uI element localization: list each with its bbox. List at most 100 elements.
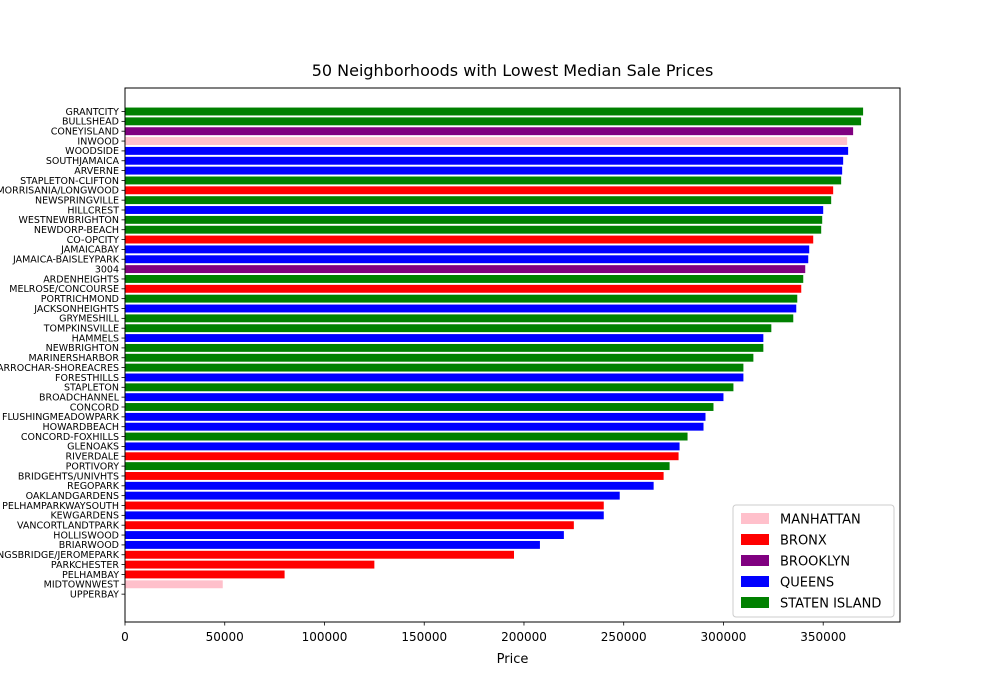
bar xyxy=(125,186,834,195)
legend-swatch xyxy=(741,597,769,608)
legend-frame xyxy=(732,504,895,618)
bar xyxy=(125,284,802,293)
y-tick-label: MIDTOWNWEST xyxy=(44,580,120,591)
y-tick-label: OAKLANDGARDENS xyxy=(26,491,119,502)
bar xyxy=(125,560,375,569)
bar xyxy=(125,146,849,155)
bars-layer xyxy=(125,107,864,589)
y-tick-label: HAMMELS xyxy=(72,333,119,344)
bar xyxy=(125,472,664,480)
x-tick-label: 0 xyxy=(121,630,129,644)
bar xyxy=(125,166,843,175)
x-axis-label: Price xyxy=(497,652,529,667)
legend-swatch xyxy=(741,513,769,524)
bar xyxy=(125,245,810,254)
y-tick-label: FLUSHINGMEADOWPARK xyxy=(2,412,120,423)
plot-area-frame xyxy=(124,87,901,623)
y-axis-ticks: GRANTCITYBULLSHEADCONEYISLANDINWOODWOODS… xyxy=(0,107,125,600)
bar xyxy=(125,235,814,244)
y-tick-label: KEWGARDENS xyxy=(50,511,119,522)
y-tick-label: VANCORTLANDTPARK xyxy=(17,521,120,532)
y-tick-label: PORTIVORY xyxy=(66,461,120,472)
y-tick-label: ARDENHEIGHTS xyxy=(43,274,119,285)
legend-label: MANHATTAN xyxy=(780,513,861,528)
bar xyxy=(125,580,223,589)
bar xyxy=(125,294,798,303)
y-tick-label: STAPLETON-CLIFTON xyxy=(20,176,119,187)
bar xyxy=(125,117,862,126)
y-tick-label: HILLCREST xyxy=(67,205,119,216)
bar xyxy=(125,462,670,471)
bar xyxy=(125,383,734,392)
y-tick-label: INWOOD xyxy=(77,136,119,147)
bar xyxy=(125,353,754,362)
y-tick-label: NEWSPRINGVILLE xyxy=(35,195,119,206)
x-tick-label: 300000 xyxy=(701,630,747,644)
legend-swatch xyxy=(741,534,769,545)
y-tick-label: FORESTHILLS xyxy=(55,373,119,384)
bar xyxy=(125,215,823,224)
bar xyxy=(125,206,824,214)
y-tick-label: MORRISANIA/LONGWOOD xyxy=(0,186,119,197)
legend-label: QUEENS xyxy=(780,576,834,591)
bar xyxy=(125,570,285,579)
y-tick-label: STAPLETON xyxy=(64,383,119,394)
bar xyxy=(125,225,822,234)
bar xyxy=(125,363,744,372)
bar xyxy=(125,334,764,342)
y-tick-label: HOLLISWOOD xyxy=(53,530,119,541)
y-tick-label: MARINERSHARBOR xyxy=(28,353,119,364)
bar xyxy=(125,196,832,205)
bar xyxy=(125,540,540,549)
x-axis-ticks: 0 50000 100000 150000 200000 250000 300000 3500… xyxy=(121,622,846,644)
y-tick-label: SOUTHJAMAICA xyxy=(46,156,120,167)
legend-label: BROOKLYN xyxy=(780,555,850,570)
y-tick-label: CONCORD xyxy=(70,402,119,413)
y-tick-label: REGOPARK xyxy=(67,481,120,492)
y-tick-label: PELHAMBAY xyxy=(62,570,119,581)
y-tick-label: PELHAMPARKWAYSOUTH xyxy=(2,501,119,512)
bar xyxy=(125,107,864,116)
bar xyxy=(125,403,714,411)
y-tick-label: BRIARWOOD xyxy=(59,540,119,551)
x-tick-label: 250000 xyxy=(601,630,647,644)
y-tick-label: NEWBRIGHTON xyxy=(46,343,119,354)
y-tick-label: JAMAICA-BAISLEYPARK xyxy=(12,255,120,266)
bar xyxy=(125,393,724,402)
y-tick-label: BRIDGEHTS/UNIVHTS xyxy=(18,471,119,482)
bar xyxy=(125,501,604,510)
legend-swatch xyxy=(741,576,769,587)
bar xyxy=(125,127,854,136)
legend-label: STATEN ISLAND xyxy=(780,597,881,612)
y-tick-label: ROSSVILLE-RICHMOND VALLEY/HUGUENOT/ANNAD… xyxy=(0,363,119,374)
bar xyxy=(125,491,620,500)
y-tick-label: JACKSONHEIGHTS xyxy=(33,304,119,315)
x-tick-label: 200000 xyxy=(501,630,547,644)
y-tick-label: 3004 xyxy=(95,264,119,275)
chart-title: 50 Neighborhoods with Lowest Median Sale… xyxy=(312,61,714,80)
bar xyxy=(125,481,654,490)
y-tick-label: CO-OPCITY xyxy=(67,235,120,246)
bar xyxy=(125,255,809,264)
y-tick-label: UPPERBAY xyxy=(70,589,119,600)
y-tick-label: ARVERNE xyxy=(74,166,119,177)
x-tick-label: 100000 xyxy=(302,630,348,644)
y-tick-label: WOODSIDE xyxy=(65,146,119,157)
bar xyxy=(125,275,804,283)
bar xyxy=(125,521,574,530)
y-tick-label: BROADCHANNEL xyxy=(39,392,120,403)
y-tick-label: GLENOAKS xyxy=(67,442,119,453)
bar xyxy=(125,432,688,441)
legend-swatch xyxy=(741,555,769,566)
bar xyxy=(125,176,842,185)
y-tick-label: KINGSBRIDGE/JEROMEPARK xyxy=(0,550,120,561)
y-tick-label: RIVERDALE xyxy=(66,452,119,463)
bar xyxy=(125,511,604,520)
bar xyxy=(125,265,806,274)
bar xyxy=(125,343,764,352)
y-tick-label: CONEYISLAND xyxy=(51,127,119,138)
bar xyxy=(125,412,706,421)
y-tick-label: WESTNEWBRIGHTON xyxy=(18,215,119,226)
y-tick-label: NEWDORP-BEACH xyxy=(34,225,119,236)
bar xyxy=(125,314,794,323)
